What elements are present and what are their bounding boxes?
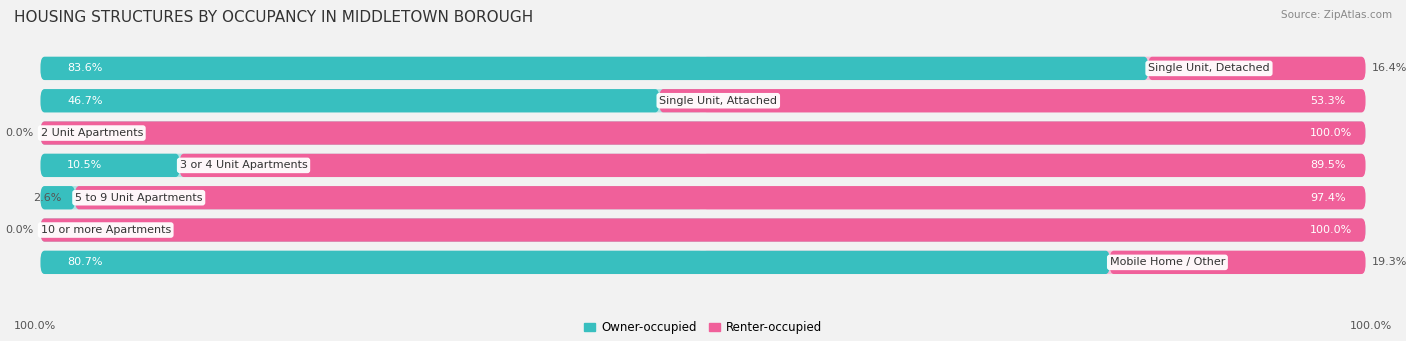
Text: HOUSING STRUCTURES BY OCCUPANCY IN MIDDLETOWN BOROUGH: HOUSING STRUCTURES BY OCCUPANCY IN MIDDL… — [14, 10, 533, 25]
FancyBboxPatch shape — [41, 218, 1365, 242]
FancyBboxPatch shape — [703, 89, 1365, 113]
FancyBboxPatch shape — [703, 154, 1365, 177]
FancyBboxPatch shape — [1109, 251, 1365, 274]
FancyBboxPatch shape — [41, 89, 659, 113]
Text: 89.5%: 89.5% — [1310, 160, 1346, 170]
FancyBboxPatch shape — [703, 251, 1365, 274]
Legend: Owner-occupied, Renter-occupied: Owner-occupied, Renter-occupied — [579, 316, 827, 339]
Text: 3 or 4 Unit Apartments: 3 or 4 Unit Apartments — [180, 160, 308, 170]
FancyBboxPatch shape — [41, 186, 1365, 209]
FancyBboxPatch shape — [41, 251, 1365, 274]
FancyBboxPatch shape — [41, 89, 703, 113]
Text: 100.0%: 100.0% — [1310, 225, 1353, 235]
Text: Source: ZipAtlas.com: Source: ZipAtlas.com — [1281, 10, 1392, 20]
Text: 2 Unit Apartments: 2 Unit Apartments — [41, 128, 143, 138]
Text: 10.5%: 10.5% — [67, 160, 103, 170]
Text: 100.0%: 100.0% — [1350, 321, 1392, 331]
FancyBboxPatch shape — [41, 251, 1109, 274]
FancyBboxPatch shape — [41, 186, 703, 209]
FancyBboxPatch shape — [41, 57, 1365, 80]
Text: 16.4%: 16.4% — [1372, 63, 1406, 73]
Text: Mobile Home / Other: Mobile Home / Other — [1109, 257, 1225, 267]
FancyBboxPatch shape — [703, 186, 1365, 209]
Text: 100.0%: 100.0% — [14, 321, 56, 331]
Text: 2.6%: 2.6% — [34, 193, 62, 203]
FancyBboxPatch shape — [703, 57, 1365, 80]
FancyBboxPatch shape — [41, 57, 1149, 80]
FancyBboxPatch shape — [41, 218, 703, 242]
FancyBboxPatch shape — [41, 154, 180, 177]
Text: 100.0%: 100.0% — [1310, 128, 1353, 138]
Text: Single Unit, Detached: Single Unit, Detached — [1149, 63, 1270, 73]
FancyBboxPatch shape — [41, 251, 703, 274]
FancyBboxPatch shape — [41, 154, 1365, 177]
FancyBboxPatch shape — [1149, 57, 1365, 80]
FancyBboxPatch shape — [41, 89, 1365, 113]
FancyBboxPatch shape — [41, 154, 703, 177]
Text: 5 to 9 Unit Apartments: 5 to 9 Unit Apartments — [75, 193, 202, 203]
Text: 10 or more Apartments: 10 or more Apartments — [41, 225, 170, 235]
FancyBboxPatch shape — [41, 121, 1365, 145]
Text: 0.0%: 0.0% — [6, 128, 34, 138]
FancyBboxPatch shape — [41, 121, 1365, 145]
FancyBboxPatch shape — [41, 218, 1365, 242]
FancyBboxPatch shape — [659, 89, 1365, 113]
Text: 83.6%: 83.6% — [67, 63, 103, 73]
Text: 97.4%: 97.4% — [1310, 193, 1346, 203]
Text: Single Unit, Attached: Single Unit, Attached — [659, 96, 778, 106]
FancyBboxPatch shape — [75, 186, 1365, 209]
FancyBboxPatch shape — [41, 218, 1365, 242]
FancyBboxPatch shape — [180, 154, 1365, 177]
Text: 19.3%: 19.3% — [1372, 257, 1406, 267]
FancyBboxPatch shape — [41, 121, 1365, 145]
FancyBboxPatch shape — [41, 57, 703, 80]
FancyBboxPatch shape — [41, 121, 703, 145]
Text: 46.7%: 46.7% — [67, 96, 103, 106]
Text: 0.0%: 0.0% — [6, 225, 34, 235]
Text: 80.7%: 80.7% — [67, 257, 103, 267]
Text: 53.3%: 53.3% — [1310, 96, 1346, 106]
FancyBboxPatch shape — [41, 186, 75, 209]
